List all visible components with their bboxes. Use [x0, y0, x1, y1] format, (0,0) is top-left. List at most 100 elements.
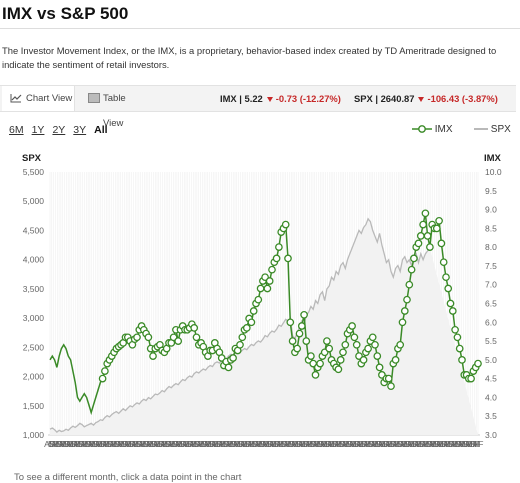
imx-data-point[interactable]	[284, 254, 292, 263]
imx-data-point[interactable]	[375, 363, 384, 372]
x-tick-label: S	[194, 439, 200, 449]
imx-data-point[interactable]	[275, 243, 283, 251]
imx-data-point[interactable]	[229, 354, 237, 362]
x-tick-label: S	[129, 439, 135, 449]
imx-data-point[interactable]	[268, 265, 276, 274]
imx-data-point[interactable]	[359, 356, 368, 364]
imx-data-point[interactable]	[439, 258, 448, 267]
imx-data-point[interactable]	[435, 216, 443, 225]
imx-data-point[interactable]	[263, 284, 272, 293]
imx-data-point[interactable]	[224, 363, 233, 372]
imx-data-point[interactable]	[311, 371, 320, 379]
imx-data-point[interactable]	[302, 337, 311, 345]
x-tick-label: EP	[150, 439, 162, 449]
range-3y-button[interactable]: 3Y	[73, 124, 87, 136]
imx-data-point[interactable]	[265, 277, 274, 285]
imx-data-point[interactable]	[350, 333, 359, 342]
imx-data-point[interactable]	[396, 340, 405, 349]
imx-data-point[interactable]	[416, 232, 425, 240]
x-tick-label: EP	[345, 439, 357, 449]
imx-data-point[interactable]	[174, 337, 183, 345]
imx-data-point[interactable]	[384, 374, 393, 383]
legend-imx[interactable]: IMX	[412, 124, 453, 135]
imx-data-point[interactable]	[236, 340, 244, 349]
imx-data-point[interactable]	[437, 239, 446, 248]
imx-data-point[interactable]	[474, 359, 482, 368]
imx-data-point[interactable]	[455, 344, 464, 353]
imx-data-point[interactable]	[133, 333, 141, 342]
imx-data-point[interactable]	[368, 333, 377, 342]
imx-data-point[interactable]	[410, 254, 418, 263]
x-tick-label: M	[204, 439, 211, 449]
imx-data-point[interactable]	[451, 325, 459, 334]
imx-data-point[interactable]	[371, 340, 379, 349]
imx-data-point[interactable]	[295, 329, 304, 338]
imx-data-point[interactable]	[297, 322, 306, 330]
imx-data-point[interactable]	[101, 367, 109, 375]
imx-data-point[interactable]	[256, 284, 265, 293]
imx-data-point[interactable]	[300, 310, 308, 319]
imx-data-point[interactable]	[448, 307, 457, 315]
imx-data-point[interactable]	[247, 318, 256, 327]
imx-data-point[interactable]	[348, 322, 356, 330]
imx-data-point[interactable]	[249, 307, 258, 315]
imx-data-point[interactable]	[316, 359, 324, 368]
imx-data-point[interactable]	[238, 333, 247, 342]
imx-data-point[interactable]	[444, 284, 453, 293]
imx-data-point[interactable]	[98, 374, 107, 383]
imx-data-point[interactable]	[242, 324, 251, 332]
imx-data-point[interactable]	[293, 344, 302, 353]
x-tick-label: EP	[440, 439, 452, 449]
imx-data-point[interactable]	[149, 352, 157, 360]
imx-data-point[interactable]	[442, 273, 450, 282]
imx-data-point[interactable]	[421, 209, 430, 218]
range-6m-button[interactable]: 6M	[9, 124, 24, 136]
imx-data-point[interactable]	[364, 344, 372, 353]
imx-data-point[interactable]	[458, 356, 466, 364]
x-tick-label: M	[335, 439, 342, 449]
imx-data-point[interactable]	[339, 348, 347, 357]
x-tick-label: EP	[222, 439, 234, 449]
left-axis-title: SPX	[22, 153, 42, 164]
range-all-button[interactable]: All	[94, 124, 108, 136]
imx-data-point[interactable]	[192, 333, 201, 342]
imx-data-point[interactable]	[407, 265, 416, 274]
x-tick-label: AR	[117, 439, 129, 449]
imx-data-point[interactable]	[272, 254, 281, 263]
imx-data-point[interactable]	[144, 333, 153, 342]
imx-data-point[interactable]	[426, 243, 434, 251]
imx-data-point[interactable]	[387, 382, 395, 391]
imx-data-point[interactable]	[423, 232, 432, 240]
imx-data-point[interactable]	[286, 318, 295, 327]
imx-data-point[interactable]	[391, 356, 400, 364]
range-2y-button[interactable]: 2Y	[52, 124, 66, 136]
imx-data-point[interactable]	[341, 340, 350, 349]
imx-data-point[interactable]	[336, 356, 345, 364]
imx-data-point[interactable]	[405, 280, 414, 289]
tab-chart-view[interactable]: Chart View	[2, 86, 75, 111]
imx-data-point[interactable]	[446, 299, 455, 308]
imx-data-point[interactable]	[190, 324, 199, 332]
imx-data-point[interactable]	[334, 365, 343, 374]
imx-data-point[interactable]	[467, 374, 475, 383]
imx-data-point[interactable]	[403, 295, 411, 304]
imx-data-point[interactable]	[419, 220, 427, 229]
x-tick-label: AR	[262, 439, 274, 449]
imx-data-point[interactable]	[352, 340, 361, 349]
imx-data-point[interactable]	[453, 333, 462, 342]
imx-data-point[interactable]	[288, 337, 297, 345]
imx-data-point[interactable]	[432, 224, 441, 233]
imx-data-point[interactable]	[281, 220, 290, 229]
imx-data-point[interactable]	[400, 307, 409, 315]
imx-data-point[interactable]	[414, 239, 423, 248]
range-1y-button[interactable]: 1Y	[31, 124, 45, 136]
imx-data-point[interactable]	[398, 318, 407, 327]
imx-data-point[interactable]	[373, 352, 382, 360]
imx-data-point[interactable]	[323, 337, 331, 345]
imx-data-point[interactable]	[307, 352, 315, 360]
imx-data-point[interactable]	[254, 295, 263, 304]
x-tick-label: M	[81, 439, 88, 449]
legend-spx[interactable]: SPX	[474, 124, 511, 135]
x-tick-label: AR	[247, 439, 259, 449]
imx-data-point[interactable]	[325, 344, 334, 353]
